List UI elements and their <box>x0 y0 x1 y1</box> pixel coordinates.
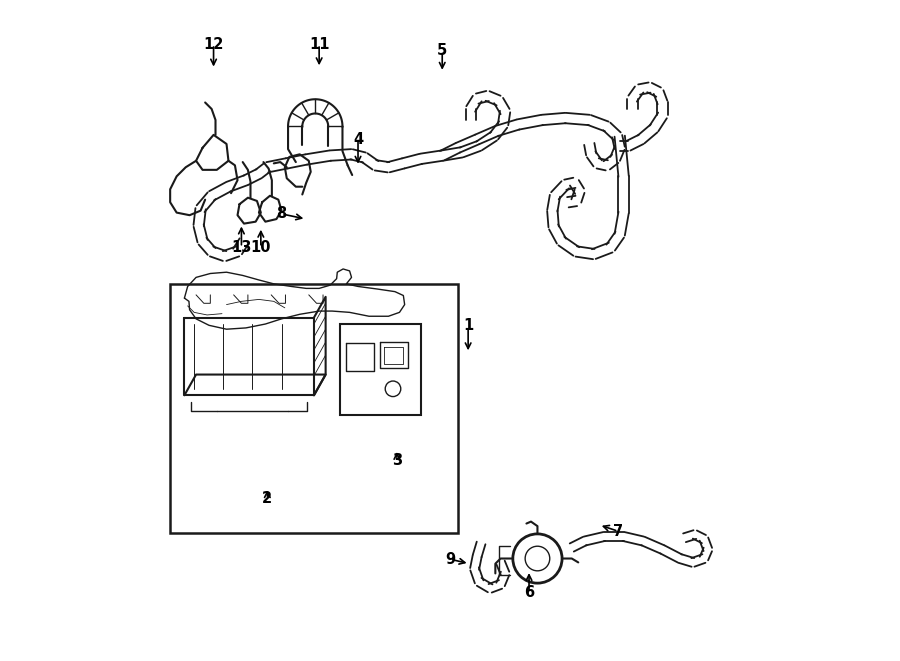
Text: 9: 9 <box>445 552 455 566</box>
Text: 5: 5 <box>437 43 447 58</box>
Text: 12: 12 <box>203 36 224 52</box>
Text: 2: 2 <box>262 491 273 506</box>
Text: 11: 11 <box>309 36 329 52</box>
Text: 8: 8 <box>276 206 287 221</box>
Text: 7: 7 <box>614 524 624 539</box>
Text: 4: 4 <box>353 132 363 147</box>
Bar <box>170 284 458 533</box>
Text: 6: 6 <box>524 586 534 600</box>
Text: 1: 1 <box>463 319 473 333</box>
Bar <box>340 324 421 414</box>
Text: 3: 3 <box>392 453 402 467</box>
Text: 10: 10 <box>250 240 271 255</box>
Text: 13: 13 <box>231 240 252 255</box>
